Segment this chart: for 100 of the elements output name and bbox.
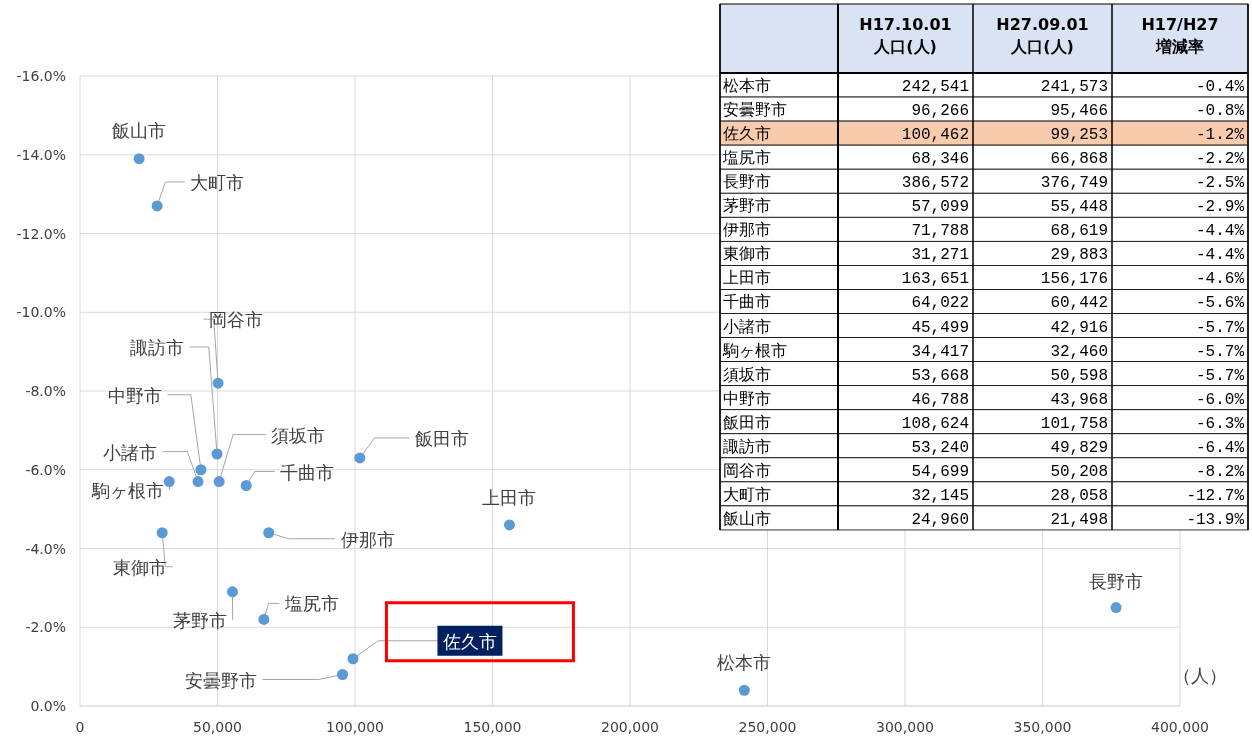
text: 100,462 — [901, 126, 969, 145]
text: 55,448 — [1050, 198, 1108, 217]
y-tick-label: -8.0% — [25, 383, 66, 399]
text: 31,271 — [911, 246, 969, 265]
text: 60,442 — [1050, 294, 1108, 313]
text: 163,651 — [901, 270, 969, 289]
category-label: 中野市 — [723, 388, 771, 408]
text: 68,346 — [911, 150, 969, 169]
annotation: 東御市 — [113, 556, 168, 578]
text: -1.2% — [1195, 126, 1244, 145]
annotation: 茅野市 — [173, 609, 228, 631]
annotation: 須坂市 — [271, 424, 326, 446]
text: -5.7% — [1195, 342, 1244, 361]
text: 68,619 — [1050, 222, 1108, 241]
text: 108,624 — [901, 414, 969, 433]
category-label: H17.10.01 人口(人) — [859, 15, 952, 56]
text: 386,572 — [901, 174, 969, 193]
text: -13.9% — [1186, 510, 1244, 529]
category-label: 駒ヶ根市 — [723, 340, 787, 360]
text: 96,266 — [911, 102, 969, 121]
category-label: 須坂市 — [723, 364, 771, 384]
x-tick-label: 100,000 — [326, 719, 384, 735]
annotation: 飯山市 — [112, 119, 167, 141]
annotation: 伊那市 — [340, 528, 395, 550]
x-tick-label: 50,000 — [193, 719, 242, 735]
category-label: 上田市 — [723, 268, 771, 288]
text: 99,253 — [1050, 126, 1108, 145]
text: 29,883 — [1050, 246, 1108, 265]
category-label: 佐久市 — [723, 124, 771, 144]
x-tick-label: 0 — [75, 719, 85, 735]
text: 34,417 — [911, 342, 969, 361]
text: -2.5% — [1195, 174, 1244, 193]
text: 66,868 — [1050, 150, 1108, 169]
text: -5.7% — [1195, 366, 1244, 385]
annotation: 安曇野市 — [184, 669, 257, 691]
text: -6.0% — [1195, 390, 1244, 409]
text: -5.7% — [1195, 318, 1244, 337]
text: 156,176 — [1040, 270, 1108, 289]
y-tick-label: -16.0% — [16, 68, 66, 84]
x-tick-label: 400,000 — [1151, 719, 1209, 735]
category-label: 千曲市 — [723, 292, 771, 312]
text: 53,240 — [911, 438, 969, 457]
text: 53,668 — [911, 366, 969, 385]
text: -5.6% — [1195, 294, 1244, 313]
annotation: 小諸市 — [103, 441, 158, 463]
category-label: 大町市 — [723, 484, 771, 504]
text: 32,460 — [1050, 342, 1108, 361]
text: -4.4% — [1195, 246, 1244, 265]
text: -12.7% — [1186, 486, 1244, 505]
category-label: H17/H27 増減率 — [1141, 15, 1219, 56]
text: 24,960 — [911, 510, 969, 529]
text: 241,573 — [1040, 78, 1108, 96]
text: 50,208 — [1050, 462, 1108, 481]
category-label: 岡谷市 — [723, 460, 771, 480]
text: 376,749 — [1040, 174, 1108, 193]
text: 46,788 — [911, 390, 969, 409]
text: 50,598 — [1050, 366, 1108, 385]
annotation: 千曲市 — [280, 461, 335, 483]
category-label: 松本市 — [723, 76, 771, 95]
category-label: 小諸市 — [723, 316, 771, 336]
text: 21,498 — [1050, 510, 1108, 529]
annotation: 諏訪市 — [130, 337, 185, 358]
text: 43,968 — [1050, 390, 1108, 409]
category-label: 飯田市 — [723, 412, 771, 432]
x-axis-title: （人） — [1173, 665, 1227, 686]
text: 54,699 — [911, 462, 969, 481]
x-tick-label: 150,000 — [463, 719, 522, 735]
text: -0.8% — [1195, 102, 1244, 121]
text: -4.4% — [1195, 222, 1244, 241]
text: -2.9% — [1195, 198, 1244, 217]
annotation: 長野市 — [1089, 570, 1144, 592]
category-label: 塩尻市 — [723, 148, 771, 168]
text: 64,022 — [911, 294, 969, 313]
category-label: H27.09.01 人口(人) — [996, 15, 1089, 56]
annotation: 大町市 — [190, 171, 245, 193]
x-tick-label: 250,000 — [738, 719, 797, 735]
x-tick-label: 350,000 — [1013, 719, 1072, 735]
annotation: 中野市 — [107, 384, 162, 406]
text: -6.4% — [1195, 438, 1244, 457]
text: 57,099 — [911, 198, 969, 217]
category-label: 茅野市 — [723, 196, 771, 216]
text: 49,829 — [1050, 438, 1108, 457]
y-tick-label: 0.0% — [30, 698, 66, 714]
text: -0.4% — [1195, 78, 1244, 96]
text: 42,916 — [1050, 318, 1108, 337]
y-tick-label: -14.0% — [16, 146, 66, 163]
text: 32,145 — [911, 486, 969, 505]
category-label: 東御市 — [723, 244, 771, 264]
annotation: 岡谷市 — [209, 309, 264, 331]
text: -2.2% — [1195, 150, 1244, 169]
category-label: 飯山市 — [723, 508, 771, 528]
text: -4.6% — [1195, 270, 1244, 289]
annotation: 上田市 — [482, 486, 537, 508]
x-tick-label: 300,000 — [876, 719, 934, 735]
text: 45,499 — [911, 318, 969, 337]
text: 95,466 — [1050, 102, 1108, 121]
text: 101,758 — [1040, 414, 1108, 433]
y-tick-label: -12.0% — [16, 225, 66, 242]
annotation: 松本市 — [717, 652, 772, 674]
annotation: 駒ヶ根市 — [91, 479, 165, 501]
